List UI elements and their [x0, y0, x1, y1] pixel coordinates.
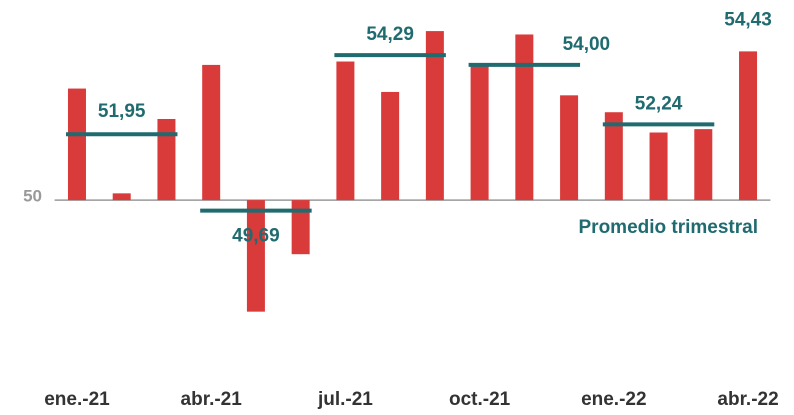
- bar: [515, 34, 534, 201]
- x-tick-label: jul.-21: [317, 389, 373, 410]
- x-tick-label: oct.-21: [449, 389, 511, 410]
- average-label: 54,29: [366, 24, 414, 45]
- bar: [470, 64, 489, 201]
- average-label: 54,00: [563, 34, 611, 55]
- bar: [560, 95, 579, 201]
- bar: [694, 129, 713, 201]
- average-label: 51,95: [98, 101, 146, 122]
- bar: [604, 112, 623, 201]
- x-tick-label: ene.-22: [581, 389, 646, 410]
- bar: [202, 64, 221, 201]
- average-label: 52,24: [635, 93, 683, 114]
- bar: [157, 118, 176, 201]
- bar: [381, 91, 400, 201]
- bar: [649, 132, 668, 201]
- x-tick-label: abr.-22: [717, 389, 778, 410]
- x-tick-label: abr.-21: [181, 389, 243, 410]
- bar: [739, 51, 758, 201]
- bar: [246, 200, 265, 312]
- y-tick-label: 50: [23, 187, 42, 206]
- average-label: 49,69: [232, 226, 280, 247]
- bar: [112, 193, 131, 201]
- x-tick-label: ene.-21: [44, 389, 110, 410]
- bar: [425, 31, 444, 201]
- average-label: 54,43: [724, 9, 772, 30]
- bar: [336, 61, 355, 201]
- legend-label: Promedio trimestral: [579, 217, 759, 238]
- bar: [291, 200, 310, 255]
- bar: [67, 88, 86, 201]
